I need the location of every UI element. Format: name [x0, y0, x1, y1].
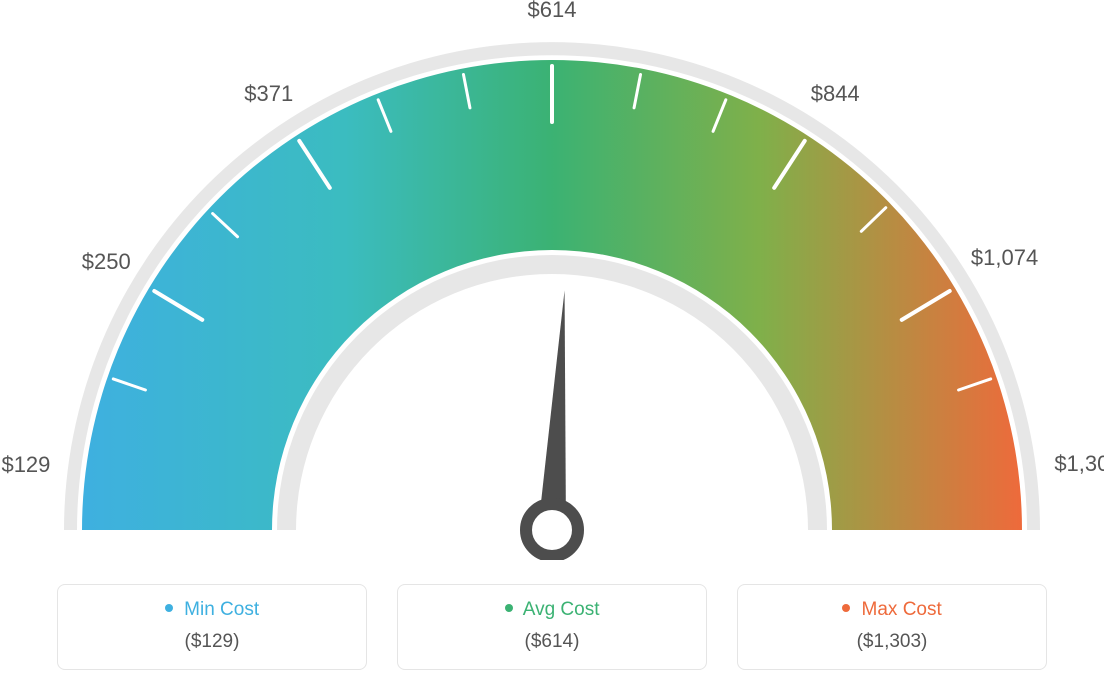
gauge-tick-label: $1,303 — [1054, 451, 1104, 477]
legend-label-min: Min Cost — [184, 599, 259, 620]
legend-title-max: Max Cost — [748, 599, 1036, 621]
gauge-tick-label: $371 — [244, 81, 293, 107]
legend-row: Min Cost ($129) Avg Cost ($614) Max Cost… — [0, 584, 1104, 670]
gauge-tick-label: $614 — [528, 0, 577, 23]
legend-card-max: Max Cost ($1,303) — [737, 584, 1047, 670]
gauge-area: $129 $250 $371 $614 $844 $1,074 $1,303 — [0, 0, 1104, 560]
legend-value-max: ($1,303) — [748, 631, 1036, 653]
legend-card-avg: Avg Cost ($614) — [397, 584, 707, 670]
legend-label-avg: Avg Cost — [523, 599, 600, 620]
legend-card-min: Min Cost ($129) — [57, 584, 367, 670]
gauge-tick-label: $250 — [82, 249, 131, 275]
gauge-svg — [0, 0, 1104, 560]
gauge-tick-label: $844 — [811, 81, 860, 107]
dot-icon-max — [842, 604, 850, 612]
gauge-tick-label: $1,074 — [971, 245, 1038, 271]
legend-title-avg: Avg Cost — [408, 599, 696, 621]
dot-icon-min — [165, 604, 173, 612]
dot-icon-avg — [505, 604, 513, 612]
cost-gauge-chart: $129 $250 $371 $614 $844 $1,074 $1,303 Min Cos… — [0, 0, 1104, 690]
legend-value-min: ($129) — [68, 631, 356, 653]
legend-title-min: Min Cost — [68, 599, 356, 621]
gauge-tick-label: $129 — [1, 452, 50, 478]
legend-value-avg: ($614) — [408, 631, 696, 653]
legend-label-max: Max Cost — [862, 599, 942, 620]
